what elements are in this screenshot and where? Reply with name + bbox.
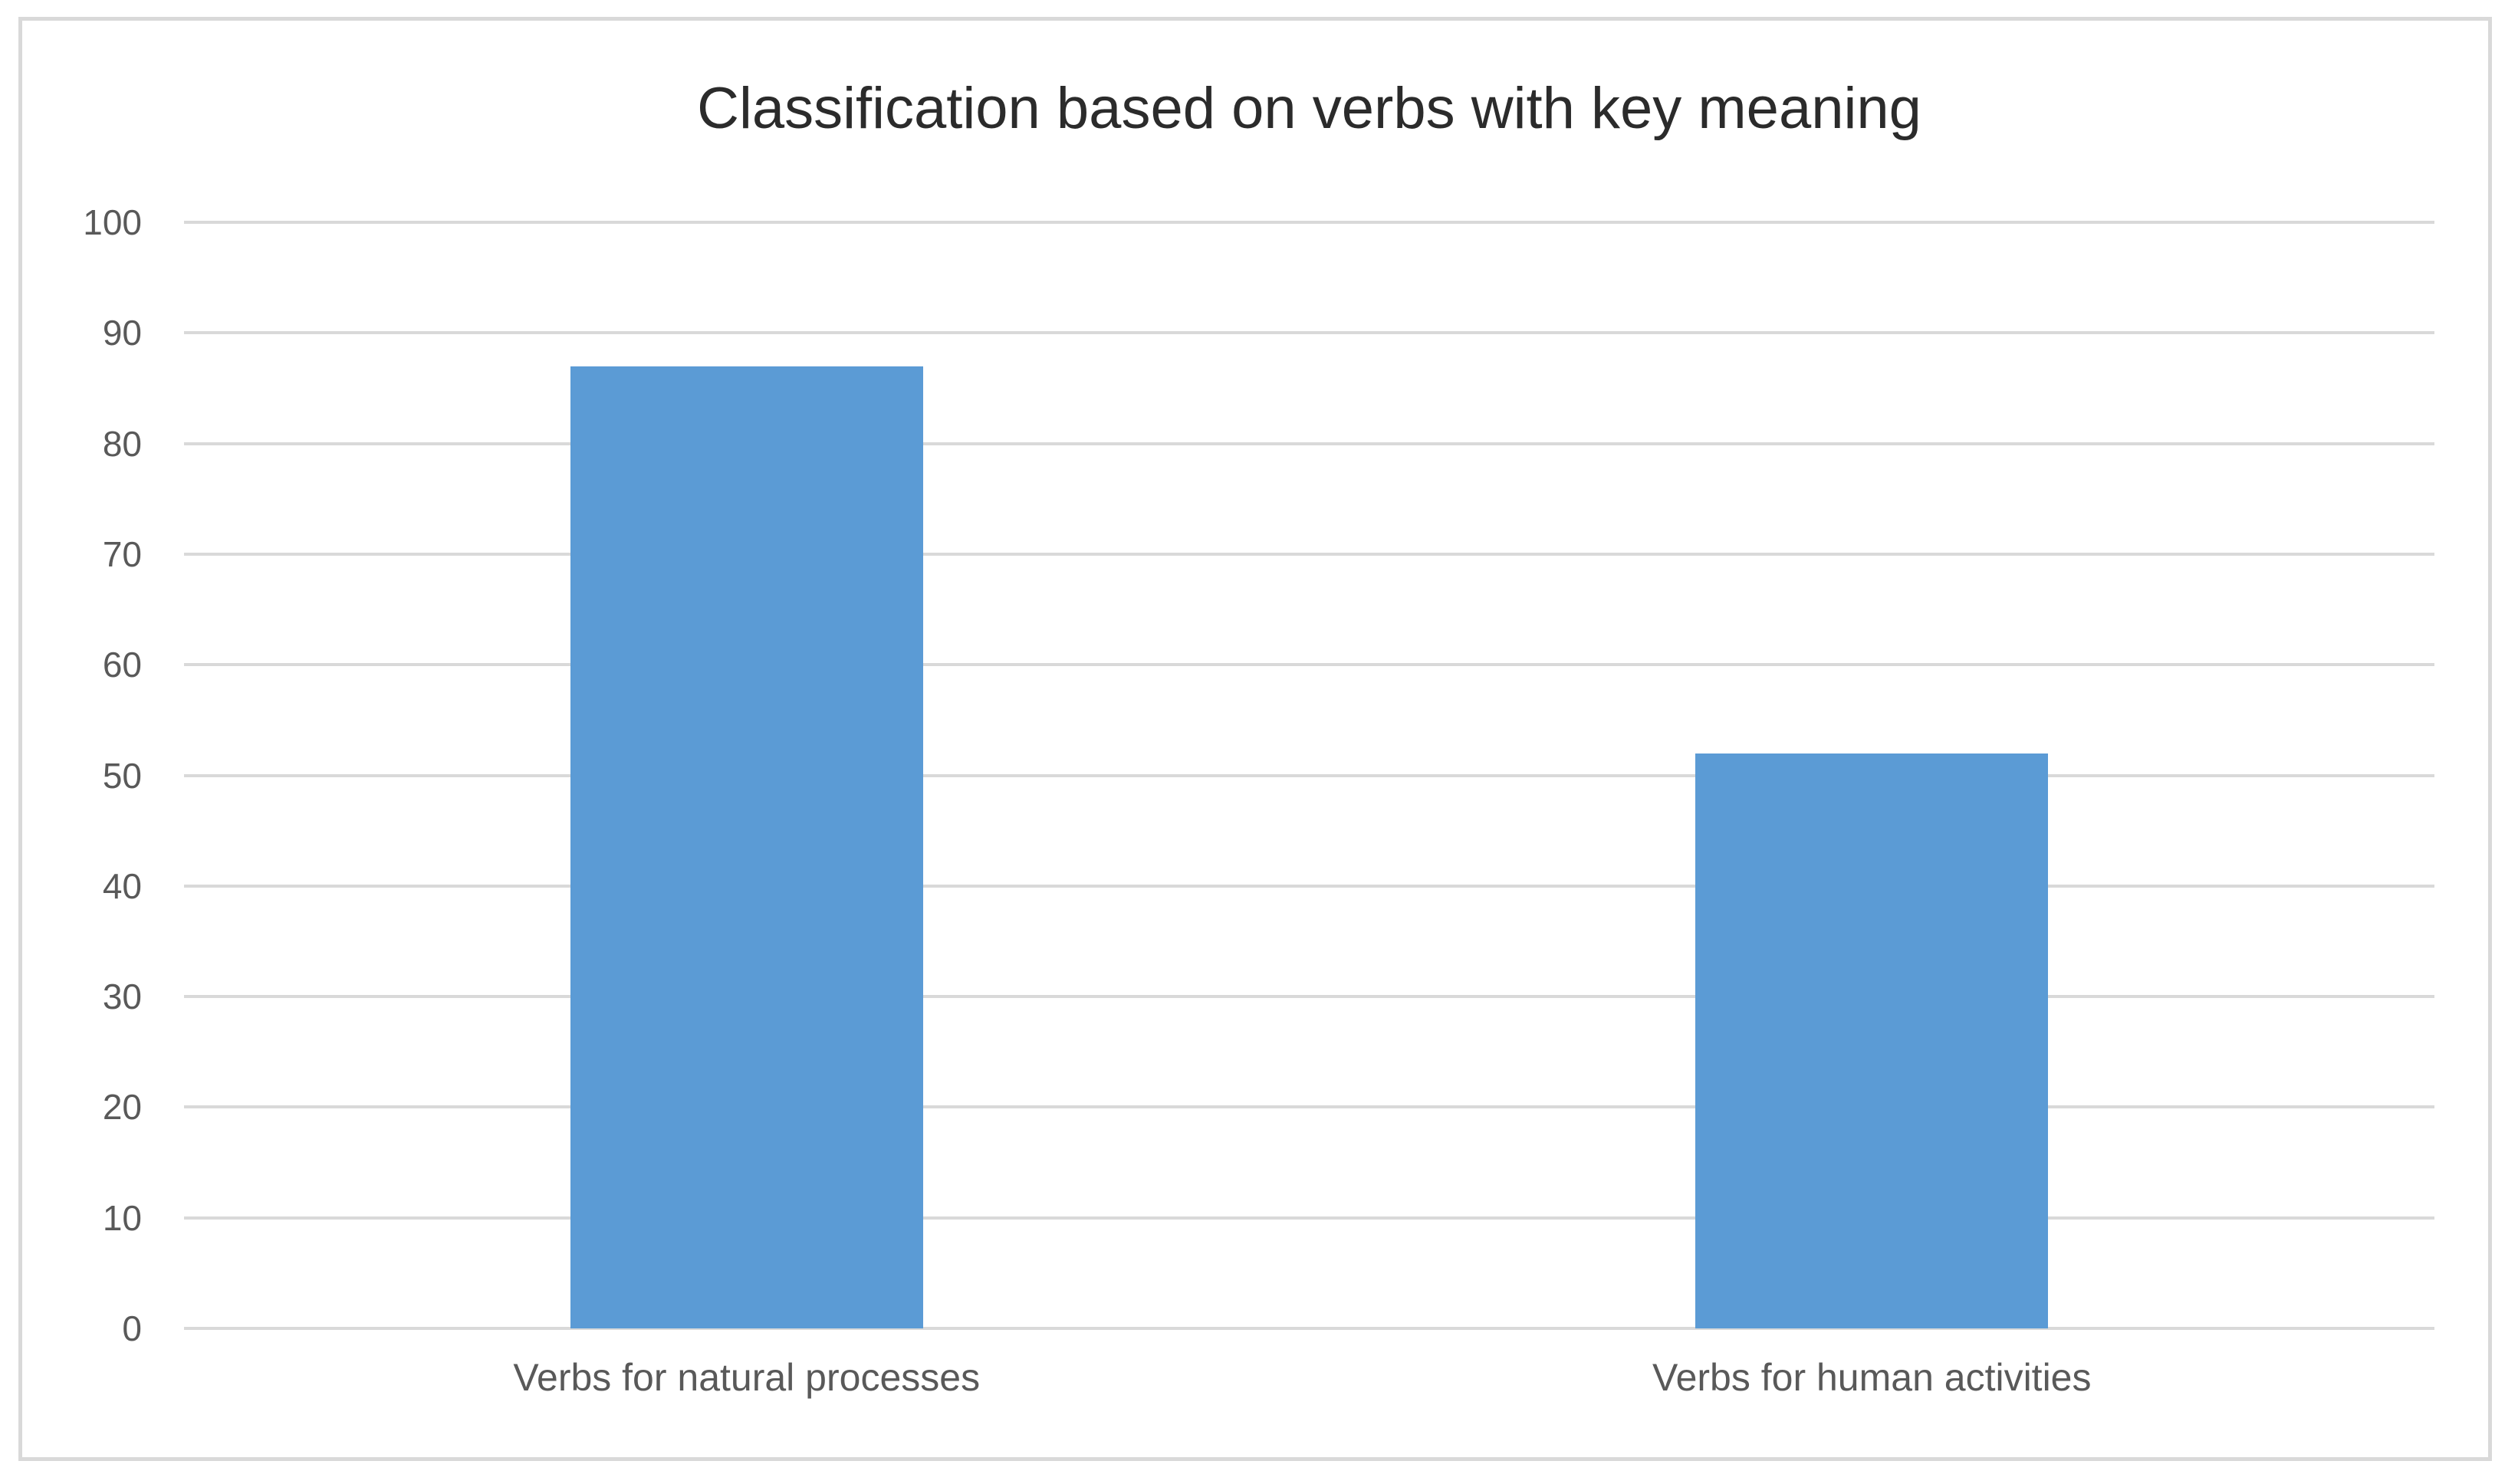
y-axis-tick-label: 80 — [102, 423, 142, 464]
y-axis-tick-label: 50 — [102, 755, 142, 796]
y-gridline — [184, 663, 2434, 667]
chart-title: Classification based on verbs with key m… — [697, 76, 1921, 141]
y-axis-tick-label: 20 — [102, 1087, 142, 1128]
y-axis-tick-label: 100 — [83, 202, 142, 242]
chart-frame — [18, 17, 2492, 1461]
x-axis-category-label: Verbs for human activities — [1652, 1356, 2092, 1399]
bar-verbs-natural-processes — [570, 366, 923, 1328]
y-axis-tick-label: 30 — [102, 977, 142, 1017]
y-gridline — [184, 884, 2434, 888]
y-axis-tick-label: 90 — [102, 313, 142, 353]
y-axis-tick-label: 60 — [102, 645, 142, 685]
y-axis-tick-label: 0 — [122, 1308, 142, 1348]
y-gridline — [184, 1216, 2434, 1220]
y-gridline — [184, 1327, 2434, 1330]
y-gridline — [184, 995, 2434, 999]
y-axis-tick-label: 40 — [102, 865, 142, 906]
y-gridline — [184, 773, 2434, 777]
y-axis-tick-label: 10 — [102, 1197, 142, 1238]
bar-verbs-human-activities — [1695, 753, 2049, 1328]
y-gridline — [184, 1105, 2434, 1109]
y-axis-tick-label: 70 — [102, 534, 142, 574]
y-gridline — [184, 552, 2434, 556]
y-gridline — [184, 221, 2434, 224]
y-gridline — [184, 331, 2434, 335]
y-gridline — [184, 442, 2434, 445]
x-axis-category-label: Verbs for natural processes — [513, 1356, 981, 1399]
